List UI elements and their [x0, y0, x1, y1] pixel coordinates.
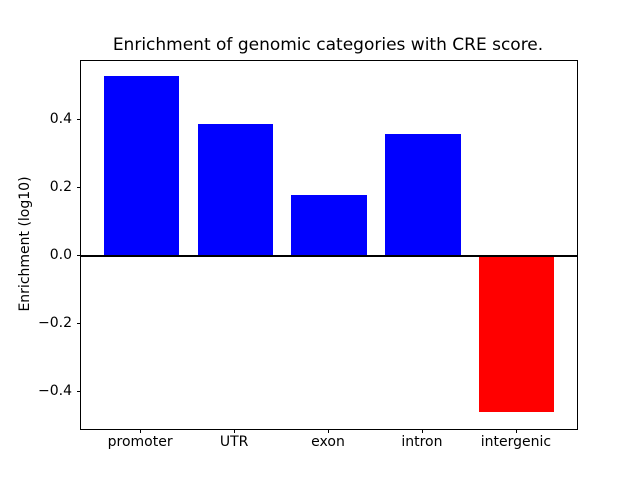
y-tick-mark	[77, 322, 81, 324]
y-tick-label: −0.4	[38, 382, 72, 399]
plot-area	[80, 60, 578, 430]
y-tick-mark	[77, 119, 81, 121]
y-axis-label: Enrichment (log10)	[17, 176, 33, 312]
x-tick-label-UTR: UTR	[219, 434, 249, 450]
chart-title: Enrichment of genomic categories with CR…	[112, 35, 544, 55]
x-tick-mark	[140, 429, 142, 433]
bar-exon	[291, 194, 367, 256]
y-tick-label: 0.0	[49, 246, 72, 263]
y-tick-label: −0.2	[38, 314, 72, 331]
bar-promoter	[103, 75, 179, 256]
y-tick-mark	[77, 254, 81, 256]
x-tick-mark	[328, 429, 329, 433]
x-tick-mark	[234, 429, 236, 433]
x-tick-label-intron: intron	[401, 434, 443, 450]
y-tick-mark	[77, 187, 81, 188]
bar-intron	[385, 133, 461, 256]
bar-intergenic	[479, 255, 555, 413]
y-tick-mark	[77, 390, 81, 392]
zero-line	[81, 254, 577, 257]
x-tick-mark	[515, 429, 517, 433]
bar-UTR	[197, 123, 273, 256]
y-tick-label: 0.4	[49, 111, 72, 128]
x-tick-label-promoter: promoter	[107, 434, 173, 450]
x-tick-label-exon: exon	[311, 434, 345, 450]
x-tick-label-intergenic: intergenic	[480, 434, 552, 450]
x-tick-mark	[421, 429, 423, 433]
y-tick-label: 0.2	[49, 179, 72, 195]
